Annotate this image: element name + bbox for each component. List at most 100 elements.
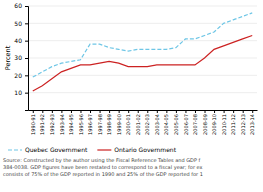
tick-mark bbox=[166, 110, 167, 113]
tick: 1998-99 bbox=[106, 110, 112, 135]
tick: 1997-98 bbox=[97, 110, 103, 135]
tick-label: 10 bbox=[14, 89, 22, 96]
tick: 10 bbox=[14, 89, 28, 96]
tick: 2003-04 bbox=[154, 110, 160, 135]
tick-mark bbox=[185, 110, 186, 113]
legend-item: Quebec Government bbox=[8, 146, 88, 153]
legend-item: Ontario Government bbox=[97, 146, 176, 153]
tick-label: 1991-92 bbox=[39, 114, 45, 135]
series-line bbox=[33, 13, 252, 77]
annotation: Source: Constructed by the author using … bbox=[3, 157, 200, 164]
tick-mark bbox=[252, 110, 253, 113]
tick: 1995-96 bbox=[78, 110, 84, 135]
tick-mark bbox=[205, 110, 206, 113]
tick-label: 2010-11 bbox=[221, 114, 227, 135]
tick-mark bbox=[128, 110, 129, 113]
tick: 60 bbox=[14, 2, 28, 9]
tick-label: 2001-02 bbox=[135, 114, 141, 135]
tick-label: 1999-00 bbox=[116, 114, 122, 135]
lines bbox=[33, 13, 252, 91]
tick-mark bbox=[25, 58, 28, 59]
tick: 20 bbox=[14, 72, 28, 79]
tick-mark bbox=[90, 110, 91, 113]
tick: 2006-07 bbox=[183, 110, 189, 135]
tick-mark bbox=[138, 110, 139, 113]
grid-line bbox=[28, 75, 257, 76]
grid-line bbox=[28, 92, 257, 93]
tick-label: 1998-99 bbox=[106, 114, 112, 135]
tick: 2010-11 bbox=[221, 110, 227, 135]
tick-mark bbox=[33, 110, 34, 113]
series-line bbox=[33, 35, 252, 90]
grid bbox=[28, 6, 257, 93]
tick-label: 20 bbox=[14, 72, 22, 79]
tick-mark bbox=[25, 23, 28, 24]
grid-line bbox=[28, 6, 257, 7]
y-axis: 10 20 30 40 50 60 bbox=[14, 2, 28, 110]
tick-label: 1996-97 bbox=[87, 114, 93, 135]
tick: 1990-91 bbox=[30, 110, 36, 135]
x-axis: 1990-911991-92 1992-931993-94 1994-95 1995-… bbox=[29, 110, 258, 135]
tick-label: 1993-94 bbox=[58, 114, 64, 135]
tick-label: 2009-10 bbox=[211, 114, 217, 135]
tick: 2000-01 bbox=[125, 110, 131, 135]
legend: Quebec Government Ontario Government bbox=[8, 146, 177, 153]
tick-mark bbox=[100, 110, 101, 113]
tick-mark bbox=[25, 41, 28, 42]
tick: 2011-12 bbox=[230, 110, 236, 135]
tick-mark bbox=[233, 110, 234, 113]
tick-label: 1995-96 bbox=[78, 114, 84, 135]
tick: 30 bbox=[14, 54, 28, 61]
tick: 1992-93 bbox=[49, 110, 55, 135]
tick-mark bbox=[42, 110, 43, 113]
legend-swatch bbox=[97, 149, 111, 150]
tick-label: 2002-03 bbox=[144, 114, 150, 135]
grid-line bbox=[28, 40, 257, 41]
tick-mark bbox=[109, 110, 110, 113]
tick-label: 60 bbox=[14, 2, 22, 9]
tick: 1991-92 bbox=[39, 110, 45, 135]
tick-mark bbox=[195, 110, 196, 113]
annotation: 384-0038. GDP figures have been restated… bbox=[3, 164, 203, 171]
tick: 2002-03 bbox=[144, 110, 150, 135]
legend-swatch bbox=[8, 149, 22, 150]
tick-label: 2013-14 bbox=[249, 114, 255, 135]
tick-label: 1994-95 bbox=[68, 114, 74, 135]
plot: 10 20 30 40 50 60 1990-911991-92 1992-931993-94… bbox=[14, 2, 257, 134]
tick-label: 2006-07 bbox=[183, 114, 189, 135]
legend-label: Ontario Government bbox=[114, 146, 176, 153]
tick-mark bbox=[52, 110, 53, 113]
tick-mark bbox=[176, 110, 177, 113]
tick-mark bbox=[119, 110, 120, 113]
tick-label: 2008-09 bbox=[202, 114, 208, 135]
annotation: consists of 75% of the GDP reported in 1… bbox=[3, 171, 203, 178]
tick: 2013-14 bbox=[249, 110, 255, 135]
grid-line bbox=[28, 58, 257, 59]
axis-line bbox=[25, 7, 29, 111]
tick: 1999-00 bbox=[116, 110, 122, 135]
tick: 2012-13 bbox=[240, 110, 246, 135]
tick-mark bbox=[25, 93, 28, 94]
tick-mark bbox=[71, 110, 72, 113]
axis-line bbox=[29, 110, 258, 111]
tick-label: 2000-01 bbox=[125, 114, 131, 135]
tick-label: 2004-05 bbox=[163, 114, 169, 135]
tick: 2004-05 bbox=[163, 110, 169, 135]
tick: 40 bbox=[14, 37, 28, 44]
tick-label: 1990-91 bbox=[30, 114, 36, 135]
tick-label: 2011-12 bbox=[230, 114, 236, 135]
tick-mark bbox=[80, 110, 81, 113]
tick-mark bbox=[214, 110, 215, 113]
tick: 50 bbox=[14, 20, 28, 27]
tick-mark bbox=[25, 75, 28, 76]
tick-mark bbox=[147, 110, 148, 113]
tick: 2009-10 bbox=[211, 110, 217, 135]
tick-label: 40 bbox=[14, 37, 22, 44]
tick-label: 2003-04 bbox=[154, 114, 160, 135]
tick-mark bbox=[25, 6, 28, 7]
tick-mark bbox=[243, 110, 244, 113]
tick-label: 50 bbox=[14, 20, 22, 27]
tick-label: 2005-06 bbox=[173, 114, 179, 135]
tick: 2007-08 bbox=[192, 110, 198, 135]
chart: 10 20 30 40 50 60 1990-911991-92 1992-931993-94… bbox=[0, 0, 263, 192]
